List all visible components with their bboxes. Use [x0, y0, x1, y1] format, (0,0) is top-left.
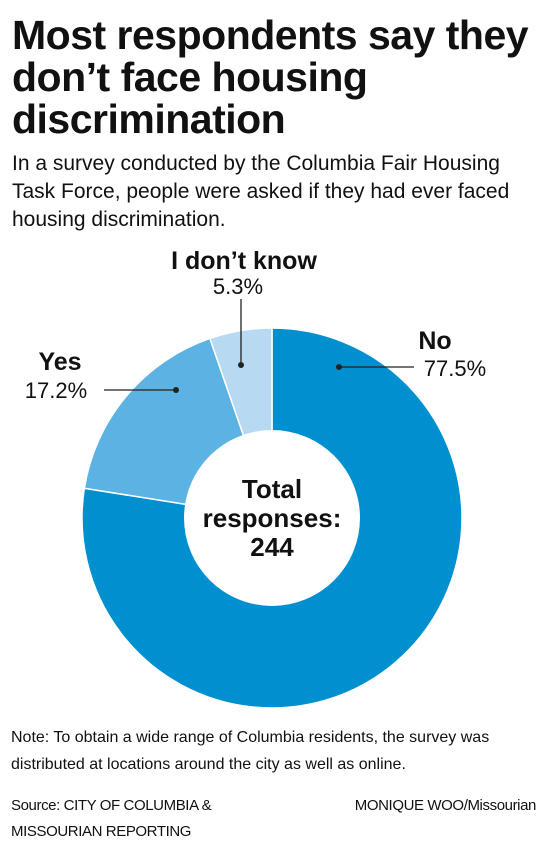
donut-hole	[184, 430, 360, 606]
leader-dot-dont-know	[238, 362, 244, 368]
source-line-2: MISSOURIAN REPORTING	[11, 823, 192, 840]
slice-value-no: 77.5%	[424, 356, 486, 381]
slice-label-yes: Yes	[38, 348, 81, 376]
slice-value-yes: 17.2%	[25, 378, 87, 403]
leader-dot-no	[336, 364, 342, 370]
footnote: Note: To obtain a wide range of Columbia…	[11, 729, 490, 773]
center-label-line3: 244	[250, 532, 294, 562]
source-line-1: Source: CITY OF COLUMBIA &	[11, 797, 212, 814]
slice-label-dont-know: I don’t know	[171, 247, 317, 275]
chart-subtitle: In a survey conducted by the Columbia Fa…	[12, 152, 510, 231]
slice-value-dont-know: 5.3%	[213, 274, 263, 299]
center-label-line1: Total	[242, 474, 302, 504]
slice-label-no: No	[418, 327, 451, 355]
source-credit: Source: CITY OF COLUMBIA & MISSOURIAN RE…	[11, 793, 261, 845]
leader-dot-yes	[173, 387, 179, 393]
chart-title: Most respondents say they don’t face hou…	[12, 12, 529, 142]
author-credit: MONIQUE WOO/Missourian	[354, 797, 537, 814]
center-label-line2: responses:	[203, 503, 342, 533]
donut-chart: Total responses: 244 No 77.5% Yes 17.2% …	[25, 247, 486, 709]
